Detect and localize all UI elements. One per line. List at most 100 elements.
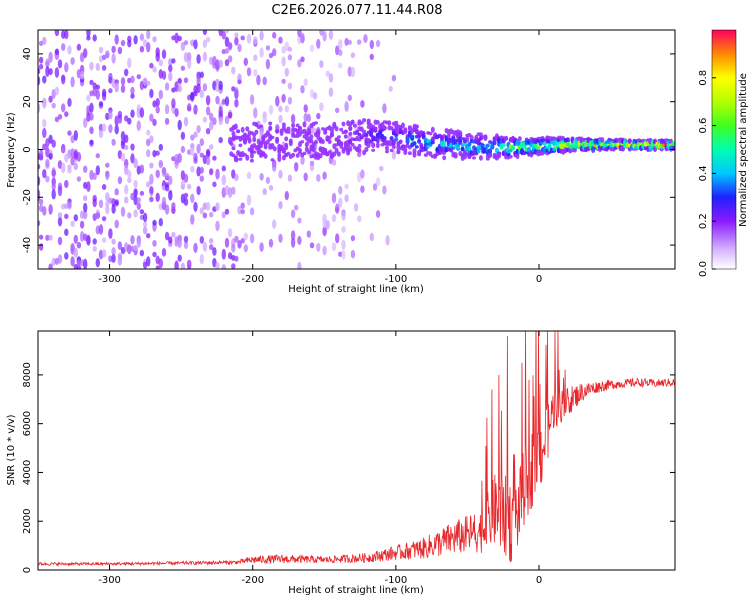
spectrogram-cell	[38, 189, 41, 197]
spectrogram-cell	[275, 95, 280, 107]
spectrogram-cell	[89, 139, 94, 145]
spectrogram-cell	[57, 254, 63, 264]
spectrogram-cell	[360, 100, 365, 108]
spectrogram-cell	[343, 129, 348, 134]
spectrogram-cell	[262, 76, 267, 86]
spectrogram-cell	[38, 163, 41, 170]
bottom-x-axis-label: Height of straight line (km)	[288, 585, 424, 596]
spectrogram-cell	[268, 121, 273, 126]
spectrogram-cell	[158, 159, 163, 167]
spectrogram-cell	[67, 164, 72, 170]
spectrogram-cell	[209, 56, 214, 65]
spectrogram-cell	[174, 32, 179, 44]
spectrogram-cell	[316, 38, 321, 49]
spectrogram-cell	[67, 201, 72, 209]
spectrogram-cell	[362, 118, 367, 123]
spectrogram-cell	[224, 59, 230, 67]
spectrogram-cell	[278, 105, 283, 113]
spectrogram-cell	[79, 231, 85, 242]
spectrogram-cell	[212, 155, 217, 161]
spectrogram-cell	[164, 104, 170, 115]
spectrogram-cell	[338, 197, 343, 208]
spectrogram-cell	[202, 202, 208, 210]
spectrogram-cell	[227, 111, 233, 119]
spectrogram-cell	[231, 243, 236, 253]
spectrogram-cell	[48, 134, 53, 144]
spectrogram-cell	[306, 230, 311, 238]
spectrogram-cell	[86, 234, 91, 245]
spectrogram-cell	[199, 138, 204, 147]
spectrogram-cell	[180, 179, 186, 190]
spectrogram-cell	[76, 259, 82, 267]
spectrogram-cell	[124, 196, 129, 204]
colorbar-tick-label: 0.6	[698, 118, 709, 134]
spectrogram-cell	[335, 207, 340, 213]
spectrogram-cell	[442, 141, 447, 148]
spectrogram-cell	[205, 95, 211, 106]
spectrogram-cell	[149, 135, 154, 144]
spectrogram-cell	[265, 58, 271, 70]
spectrogram-cell	[270, 158, 275, 162]
spectrogram-cell	[152, 66, 157, 73]
spectrogram-cell	[231, 263, 236, 269]
spectrogram-cell	[136, 202, 141, 211]
spectrogram-cell	[168, 64, 173, 73]
spectrogram-cell	[64, 228, 69, 236]
spectrogram-cell	[275, 124, 280, 131]
spectrogram-cell	[295, 153, 300, 158]
spectrogram-cell	[291, 152, 296, 158]
spectrogram-cell	[385, 149, 389, 154]
spectrogram-cell	[114, 219, 119, 229]
snr-series-line	[38, 331, 675, 567]
spectrogram-cell	[199, 236, 204, 244]
spectrogram-cell	[101, 65, 107, 71]
spectrogram-cell	[268, 185, 274, 191]
spectrogram-cell	[543, 142, 547, 146]
spectrogram-cell	[168, 241, 173, 248]
spectrogram-cell	[42, 127, 47, 139]
spectrogram-cell	[45, 234, 50, 241]
spectrogram-cell	[303, 104, 308, 113]
spectrogram-cell	[177, 153, 182, 163]
spectrogram-cell	[336, 135, 341, 139]
spectrogram-cell	[382, 125, 387, 131]
spectrogram-cell	[284, 136, 289, 142]
spectrogram-cell	[334, 126, 339, 132]
spectrogram-cell	[237, 240, 242, 249]
colorbar-tick-label: 0.8	[698, 70, 709, 86]
spectrogram-cell	[572, 148, 577, 153]
spectrogram-cell	[127, 244, 132, 255]
spectrogram-cell	[240, 238, 245, 244]
spectrogram-cell	[86, 35, 91, 41]
spectrogram-cell	[221, 165, 226, 172]
spectrogram-cell	[114, 199, 119, 206]
spectrogram-cell	[114, 124, 119, 135]
spectrogram-cell	[142, 226, 148, 235]
spectrogram-cell	[205, 36, 211, 43]
spectrogram-cell	[240, 202, 245, 209]
spectrogram-cell	[73, 130, 79, 141]
spectrogram-cell	[101, 237, 107, 243]
spectrogram-cell	[218, 59, 223, 68]
spectrogram-cell	[412, 141, 417, 146]
bottom-y-axis-label: SNR (10 * v/v)	[6, 414, 17, 485]
x-tick-label: 0	[536, 575, 542, 586]
spectrogram-cell	[394, 137, 399, 142]
spectrogram-cell	[38, 56, 44, 64]
spectrogram-cell	[76, 152, 82, 162]
spectrogram-cell	[120, 152, 126, 162]
spectrogram-cell	[303, 78, 308, 87]
spectrogram-cell	[158, 218, 163, 227]
spectrogram-cell	[465, 136, 470, 143]
spectrogram-cell	[375, 120, 380, 125]
spectrogram-cell	[133, 209, 138, 218]
spectrogram-cell	[209, 144, 214, 150]
spectrogram-cell	[357, 215, 362, 223]
spectrogram-cell	[307, 127, 312, 134]
spectrogram-cell	[224, 115, 230, 125]
spectrogram-cell	[287, 82, 293, 90]
spectrogram-cell	[48, 51, 53, 63]
spectrogram-cell	[297, 235, 302, 245]
colorbar: 0.0 0.2 0.4 0.6 0.8 Normalized spectral ampl…	[698, 29, 749, 277]
y-tick-label: 6000	[22, 411, 33, 436]
